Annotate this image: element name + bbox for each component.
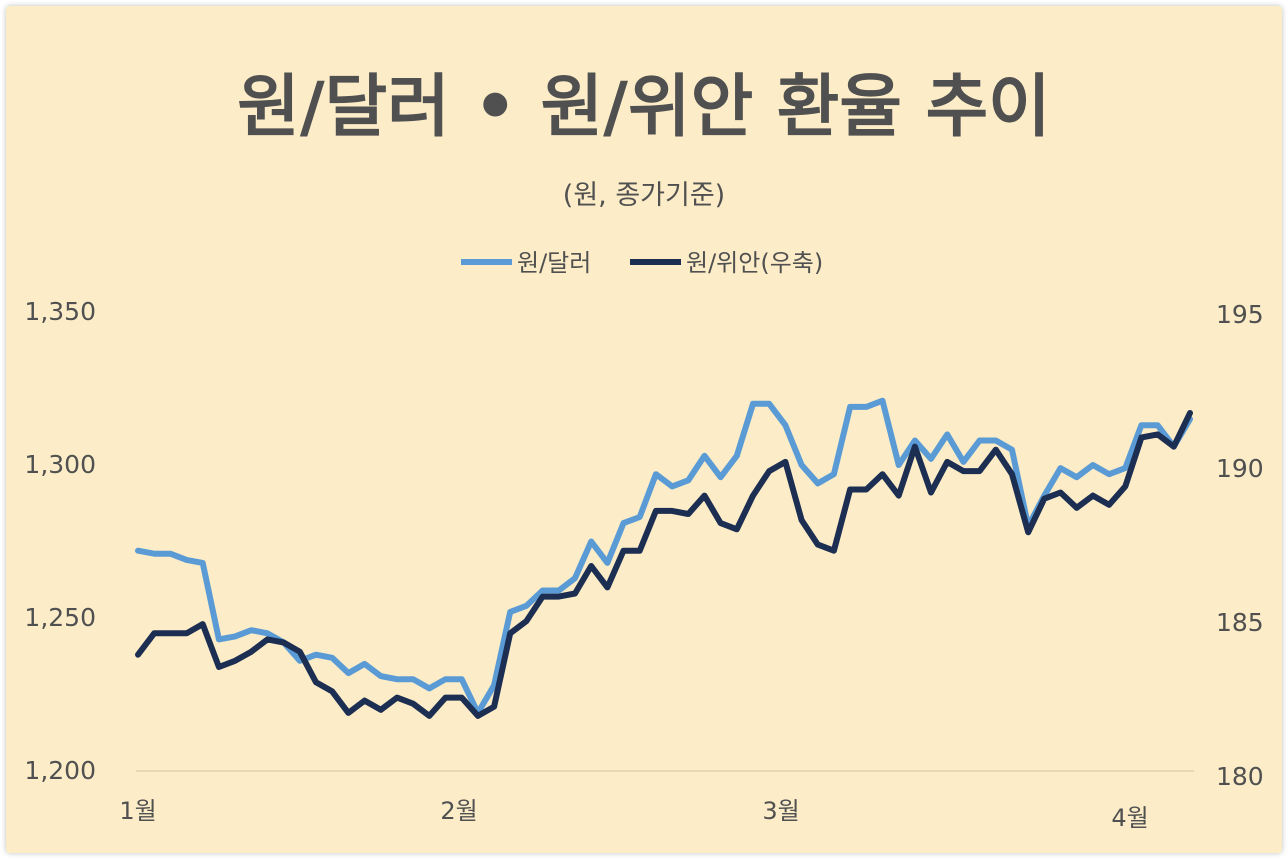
y-right-tick-label: 195 (1216, 300, 1264, 329)
legend-label-cny: 원/위안(우축) (686, 249, 823, 277)
chart-svg: 원/달러 • 원/위안 환율 추이 (원, 종가기준) 원/달러 원/위안(우축… (6, 6, 1282, 853)
chart-background (6, 6, 1282, 853)
y-right-tick-label: 190 (1216, 454, 1264, 483)
legend-label-usd: 원/달러 (517, 249, 591, 277)
y-left-axis: 1,200 1,250 1,300 1,350 (24, 297, 96, 785)
chart-title: 원/달러 • 원/위안 환율 추이 (237, 68, 1050, 147)
chart-subtitle: (원, 종가기준) (563, 180, 725, 211)
x-tick-label: 2월 (440, 797, 477, 825)
y-left-tick-label: 1,250 (24, 603, 96, 632)
plot-area (135, 397, 1193, 719)
y-left-tick-label: 1,200 (24, 756, 96, 785)
chart-frame: 원/달러 • 원/위안 환율 추이 (원, 종가기준) 원/달러 원/위안(우축… (6, 6, 1282, 853)
x-tick-label: 3월 (762, 797, 799, 825)
x-tick-label: 4월 (1111, 804, 1148, 832)
y-left-tick-label: 1,300 (24, 450, 96, 479)
series-line-usd (135, 397, 1193, 716)
legend: 원/달러 원/위안(우축) (461, 249, 823, 277)
series-line-cny (135, 410, 1193, 719)
x-tick-label: 1월 (119, 797, 156, 825)
x-axis: 1월 2월 3월 4월 (119, 797, 1148, 832)
y-right-tick-label: 185 (1216, 608, 1264, 637)
y-right-tick-label: 180 (1216, 762, 1264, 791)
y-left-tick-label: 1,350 (24, 297, 96, 326)
y-right-axis: 180 185 190 195 (1216, 300, 1264, 791)
